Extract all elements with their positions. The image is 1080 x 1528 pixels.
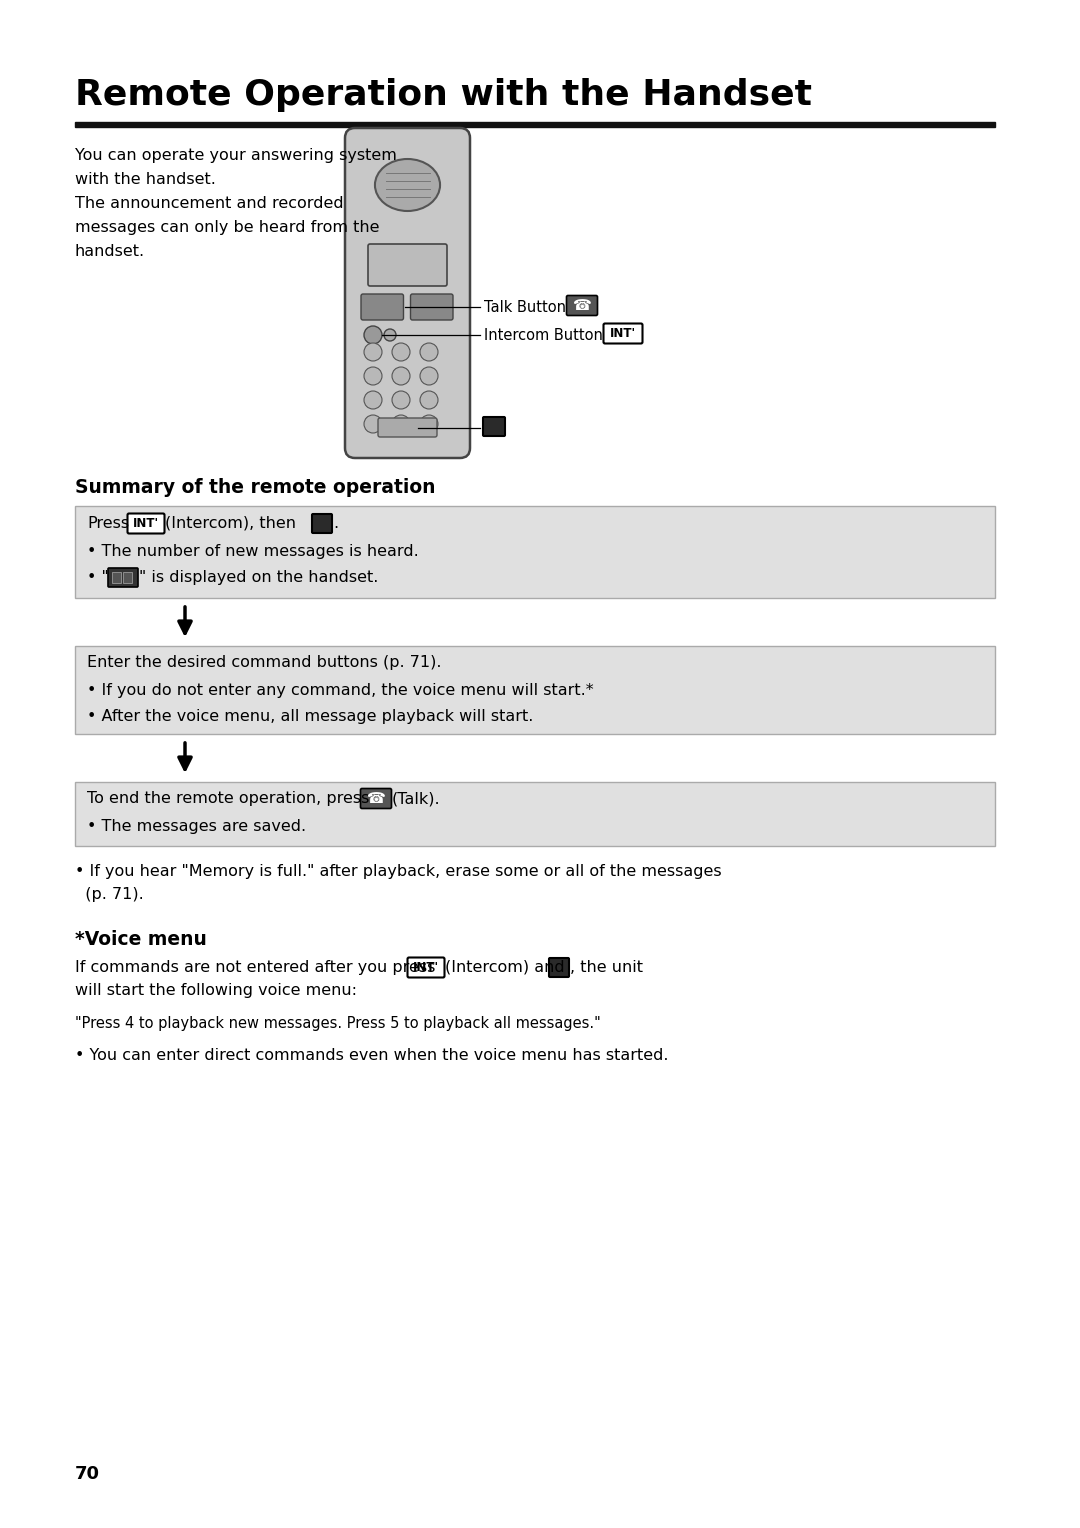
Text: Enter the desired command buttons (p. 71).: Enter the desired command buttons (p. 71… <box>87 656 442 669</box>
Text: (Intercom), then: (Intercom), then <box>165 516 296 532</box>
FancyBboxPatch shape <box>75 506 995 597</box>
Circle shape <box>420 416 438 432</box>
FancyBboxPatch shape <box>368 244 447 286</box>
FancyBboxPatch shape <box>75 646 995 733</box>
Text: will start the following voice menu:: will start the following voice menu: <box>75 983 357 998</box>
Circle shape <box>392 391 410 410</box>
Text: (Talk).: (Talk). <box>392 792 441 805</box>
FancyBboxPatch shape <box>549 958 569 976</box>
Text: You can operate your answering system: You can operate your answering system <box>75 148 396 163</box>
Text: • The messages are saved.: • The messages are saved. <box>87 819 306 834</box>
Text: 70: 70 <box>75 1465 100 1484</box>
Text: " is displayed on the handset.: " is displayed on the handset. <box>139 570 378 585</box>
FancyBboxPatch shape <box>378 419 437 437</box>
FancyBboxPatch shape <box>112 571 121 584</box>
Circle shape <box>392 367 410 385</box>
Text: Remote Operation with the Handset: Remote Operation with the Handset <box>75 78 812 112</box>
Text: The announcement and recorded: The announcement and recorded <box>75 196 343 211</box>
Text: (Intercom) and: (Intercom) and <box>445 960 565 975</box>
FancyBboxPatch shape <box>312 513 332 533</box>
Text: ☎: ☎ <box>572 298 592 313</box>
Text: Talk Button: Talk Button <box>484 299 566 315</box>
FancyBboxPatch shape <box>75 782 995 847</box>
FancyBboxPatch shape <box>345 128 470 458</box>
FancyBboxPatch shape <box>410 293 453 319</box>
Text: "Press 4 to playback new messages. Press 5 to playback all messages.": "Press 4 to playback new messages. Press… <box>75 1016 600 1031</box>
Text: • After the voice menu, all message playback will start.: • After the voice menu, all message play… <box>87 709 534 724</box>
FancyBboxPatch shape <box>361 788 391 808</box>
Text: INT': INT' <box>413 961 440 973</box>
Circle shape <box>364 342 382 361</box>
FancyBboxPatch shape <box>123 571 132 584</box>
Text: • If you do not enter any command, the voice menu will start.*: • If you do not enter any command, the v… <box>87 683 594 698</box>
Text: messages can only be heard from the: messages can only be heard from the <box>75 220 379 235</box>
Circle shape <box>392 416 410 432</box>
Text: • If you hear "Memory is full." after playback, erase some or all of the message: • If you hear "Memory is full." after pl… <box>75 863 721 879</box>
Text: INT': INT' <box>133 516 159 530</box>
Text: (p. 71).: (p. 71). <box>75 886 144 902</box>
FancyBboxPatch shape <box>108 568 138 587</box>
Circle shape <box>364 367 382 385</box>
Text: Summary of the remote operation: Summary of the remote operation <box>75 478 435 497</box>
Text: To end the remote operation, press: To end the remote operation, press <box>87 792 369 805</box>
Text: • The number of new messages is heard.: • The number of new messages is heard. <box>87 544 419 559</box>
Text: Intercom Button: Intercom Button <box>484 329 603 342</box>
Text: handset.: handset. <box>75 244 145 260</box>
FancyBboxPatch shape <box>361 293 404 319</box>
Text: • ": • " <box>87 570 109 585</box>
Text: ☎: ☎ <box>366 792 386 805</box>
Circle shape <box>420 391 438 410</box>
Circle shape <box>364 416 382 432</box>
Ellipse shape <box>375 159 440 211</box>
FancyBboxPatch shape <box>407 958 445 978</box>
Circle shape <box>420 367 438 385</box>
Circle shape <box>392 342 410 361</box>
Bar <box>75 122 995 127</box>
Circle shape <box>364 391 382 410</box>
Text: • You can enter direct commands even when the voice menu has started.: • You can enter direct commands even whe… <box>75 1048 669 1063</box>
Text: Press: Press <box>87 516 130 532</box>
FancyBboxPatch shape <box>483 417 505 435</box>
Circle shape <box>420 342 438 361</box>
Circle shape <box>384 329 396 341</box>
Text: with the handset.: with the handset. <box>75 173 216 186</box>
Text: .: . <box>333 516 338 532</box>
Text: INT': INT' <box>610 327 636 341</box>
Text: *Voice menu: *Voice menu <box>75 931 207 949</box>
Text: , the unit: , the unit <box>570 960 643 975</box>
Circle shape <box>364 325 382 344</box>
FancyBboxPatch shape <box>567 295 597 315</box>
FancyBboxPatch shape <box>127 513 164 533</box>
Text: If commands are not entered after you press: If commands are not entered after you pr… <box>75 960 435 975</box>
FancyBboxPatch shape <box>604 324 643 344</box>
